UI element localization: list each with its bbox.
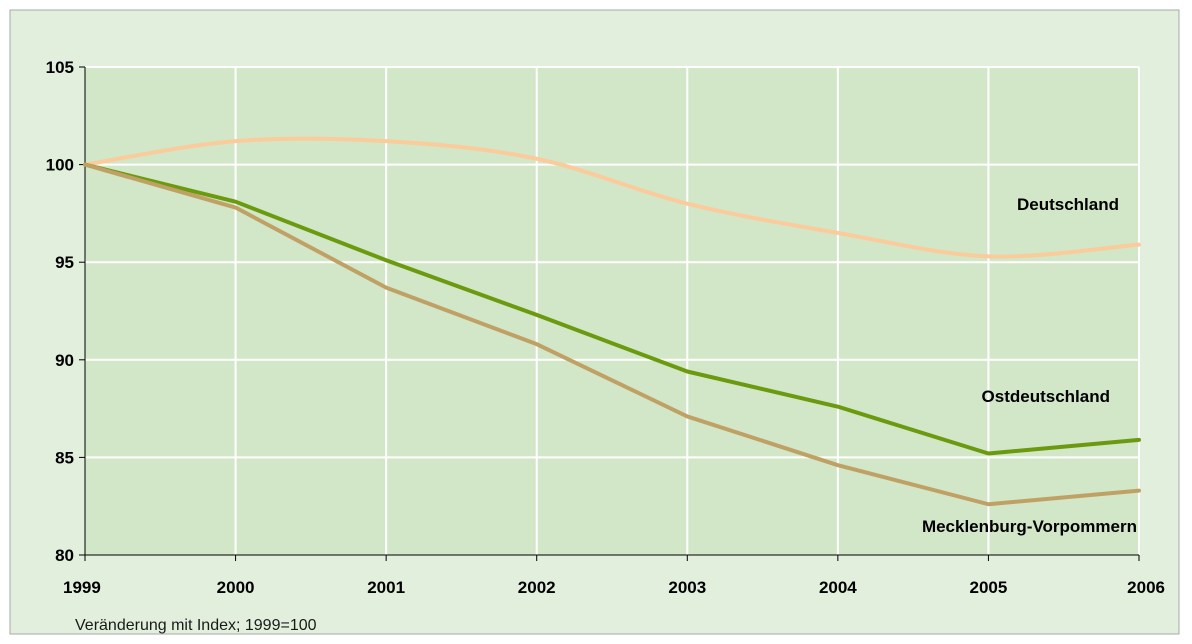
x-tick-label: 2003 (668, 578, 706, 597)
x-tick-label: 2006 (1127, 578, 1165, 597)
series-label-ostdeutschland: Ostdeutschland (982, 387, 1110, 406)
y-tick-label: 95 (55, 253, 74, 272)
x-tick-label: 2004 (819, 578, 857, 597)
y-tick-label: 80 (55, 546, 74, 565)
series-labels: Deutschland Ostdeutschland Mecklenburg-V… (922, 195, 1137, 536)
axes (79, 66, 1140, 561)
x-tick-label: 2001 (367, 578, 405, 597)
series-lines (83, 136, 1141, 507)
series-label-deutschland: Deutschland (1017, 195, 1119, 214)
x-tick-label: 1999 (63, 578, 101, 597)
series-label-mecklenburg-vorpommern: Mecklenburg-Vorpommern (922, 517, 1137, 536)
y-tick-label: 105 (46, 58, 74, 77)
series-line-deutschland (83, 136, 1141, 259)
series-line-ostdeutschland (83, 162, 1141, 456)
tick-labels: 80 85 90 95 100 105 1999 2000 2001 2002 2003 2004 20… (46, 58, 1165, 597)
y-tick-label: 90 (55, 351, 74, 370)
x-tick-label: 2000 (217, 578, 255, 597)
y-tick-label: 100 (46, 156, 74, 175)
index-note: Veränderung mit Index; 1999=100 (75, 617, 317, 634)
gridlines (85, 66, 1140, 555)
x-tick-label: 2005 (970, 578, 1008, 597)
series-line-mecklenburg-vorpommern (83, 162, 1141, 507)
x-tick-label: 2002 (518, 578, 556, 597)
plot-area-background (85, 67, 1139, 555)
y-tick-label: 85 (55, 448, 74, 467)
